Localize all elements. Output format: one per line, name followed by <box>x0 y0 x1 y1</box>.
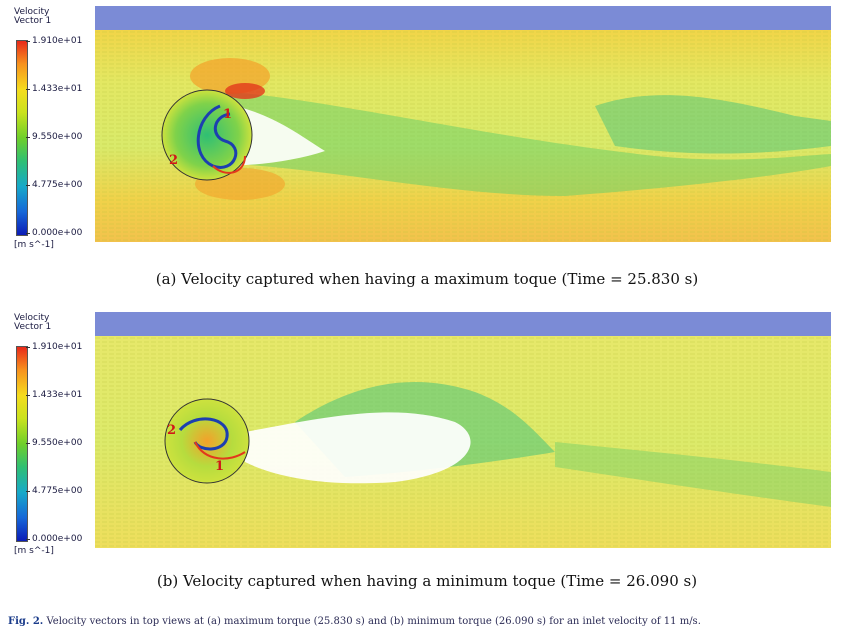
legend-title: Velocity Vector 1 <box>14 314 51 332</box>
tick-label: 9.550e+00 <box>32 438 83 448</box>
top-band <box>95 6 831 30</box>
blade-label-2: 2 <box>169 153 178 168</box>
rotor-circle <box>161 89 253 181</box>
tick-mark <box>26 443 30 444</box>
tick-label: 1.433e+01 <box>32 390 83 400</box>
panel-a: Velocity Vector 1 1.910e+01 1.433e+01 9.… <box>6 0 832 300</box>
legend-title-line1: Velocity <box>14 7 50 17</box>
velocity-field-b: 2 1 <box>95 312 831 564</box>
colorbar <box>16 40 28 236</box>
legend-title-line2: Vector 1 <box>14 16 52 26</box>
legend-title: Velocity Vector 1 <box>14 8 51 26</box>
tick-label: 0.000e+00 <box>32 534 83 544</box>
tick-mark <box>26 347 30 348</box>
rotor-blades <box>196 104 238 169</box>
legend-title-line1: Velocity <box>14 313 50 323</box>
rotor-blades <box>178 417 229 451</box>
caption-b: (b) Velocity captured when having a mini… <box>156 572 698 590</box>
blade-label-1: 1 <box>215 459 224 474</box>
rotor-circle <box>164 398 250 484</box>
tick-mark <box>26 137 30 138</box>
tick-mark <box>26 539 30 540</box>
caption-a: (a) Velocity captured when having a maxi… <box>155 270 699 288</box>
legend-title-line2: Vector 1 <box>14 322 52 332</box>
wake-region <box>215 91 831 196</box>
figure-caption-text: Velocity vectors in top views at (a) max… <box>46 616 701 627</box>
tick-label: 0.000e+00 <box>32 228 83 238</box>
tick-mark <box>26 233 30 234</box>
legend-unit: [m s^-1] <box>14 240 54 250</box>
velocity-legend: Velocity Vector 1 1.910e+01 1.433e+01 9.… <box>10 312 95 562</box>
tick-mark <box>26 491 30 492</box>
blade-label-1: 1 <box>223 107 232 122</box>
panel-b: Velocity Vector 1 1.910e+01 1.433e+01 9.… <box>6 306 832 606</box>
tick-label: 1.433e+01 <box>32 84 83 94</box>
tick-label: 4.775e+00 <box>32 180 83 190</box>
figure-label: Fig. 2. <box>8 616 44 627</box>
tick-mark <box>26 395 30 396</box>
blade-label-2: 2 <box>167 423 176 438</box>
tick-mark <box>26 41 30 42</box>
tick-label: 4.775e+00 <box>32 486 83 496</box>
tick-mark <box>26 185 30 186</box>
tick-label: 1.910e+01 <box>32 36 83 46</box>
top-band <box>95 312 831 336</box>
tick-label: 1.910e+01 <box>32 342 83 352</box>
velocity-field-a: 1 2 <box>95 6 831 258</box>
low-velocity-wake <box>245 412 471 484</box>
figure-caption: Fig. 2. Velocity vectors in top views at… <box>8 616 701 627</box>
velocity-legend: Velocity Vector 1 1.910e+01 1.433e+01 9.… <box>10 6 95 256</box>
tick-mark <box>26 89 30 90</box>
tick-label: 9.550e+00 <box>32 132 83 142</box>
colorbar <box>16 346 28 542</box>
legend-unit: [m s^-1] <box>14 546 54 556</box>
